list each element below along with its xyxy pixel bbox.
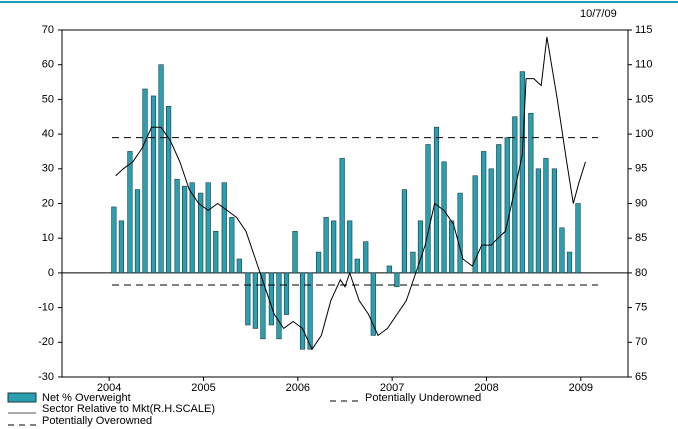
bar xyxy=(433,126,440,274)
bar xyxy=(425,144,431,274)
bar xyxy=(331,220,337,274)
legend-swatch xyxy=(7,392,37,403)
y2-tick-label: 100 xyxy=(635,128,653,140)
bar xyxy=(566,251,573,274)
bar xyxy=(504,137,510,274)
line xyxy=(115,36,586,351)
bar xyxy=(323,217,329,274)
bar xyxy=(268,272,275,326)
bar xyxy=(260,272,266,340)
bar xyxy=(221,182,227,274)
bar xyxy=(205,182,211,274)
bar xyxy=(410,251,416,274)
y-tick-label: 70 xyxy=(42,24,54,36)
bar xyxy=(370,272,376,336)
bar xyxy=(512,116,518,274)
y2-tick-label: 90 xyxy=(635,197,647,209)
bar xyxy=(299,272,306,350)
legend-label: Net % Overweight xyxy=(42,392,131,404)
y2-tick-label: 75 xyxy=(635,302,647,314)
bar xyxy=(481,151,487,274)
bar xyxy=(134,189,141,274)
bar xyxy=(307,272,313,350)
y2-tick-label: 110 xyxy=(635,59,653,71)
y2-tick-label: 85 xyxy=(635,232,647,244)
bar xyxy=(575,203,581,274)
y2-tick-label: 80 xyxy=(635,267,647,279)
y-tick-label: 50 xyxy=(42,93,54,105)
y-tick-label: 40 xyxy=(42,128,54,140)
legend-label: Sector Relative to Mkt(R.H.SCALE) xyxy=(42,403,215,415)
bar xyxy=(543,158,549,274)
bar xyxy=(354,258,360,274)
bar xyxy=(283,272,290,315)
bar xyxy=(457,192,463,274)
bar xyxy=(182,185,188,274)
y-tick-label: 10 xyxy=(42,232,54,244)
bar xyxy=(158,64,164,274)
bar xyxy=(111,206,117,274)
bar xyxy=(315,251,322,274)
bar xyxy=(394,272,400,288)
bar xyxy=(292,230,298,274)
bar xyxy=(118,220,125,274)
bar xyxy=(519,71,525,274)
bar xyxy=(245,272,251,326)
bar xyxy=(472,175,478,274)
bar xyxy=(528,112,534,274)
bar xyxy=(488,168,494,274)
bar xyxy=(551,168,558,274)
bar xyxy=(174,178,180,274)
y2-tick-label: 70 xyxy=(635,336,647,348)
bar xyxy=(236,258,242,274)
bar xyxy=(496,144,502,274)
x-tick-label: 2009 xyxy=(569,382,593,394)
y2-tick-label: 95 xyxy=(635,163,647,175)
y-tick-label: 30 xyxy=(42,163,54,175)
x-tick-label: 2005 xyxy=(191,382,215,394)
bar xyxy=(150,95,157,274)
x-tick-label: 2007 xyxy=(380,382,404,394)
x-tick-label: 2006 xyxy=(286,382,310,394)
bar xyxy=(127,151,133,274)
date-label: 10/7/09 xyxy=(580,8,617,20)
bar xyxy=(441,161,447,274)
bar xyxy=(363,241,369,274)
y-tick-label: -20 xyxy=(38,336,54,348)
bar xyxy=(198,192,204,274)
y2-tick-label: 65 xyxy=(635,371,647,383)
bar xyxy=(142,88,148,274)
bar xyxy=(559,227,565,274)
bar xyxy=(189,182,195,274)
y-tick-label: 60 xyxy=(42,59,54,71)
bar xyxy=(165,106,172,274)
bar xyxy=(401,189,408,274)
legend-label: Potentially Underowned xyxy=(365,392,481,404)
y2-tick-label: 115 xyxy=(635,24,653,36)
bar xyxy=(448,220,455,274)
bar xyxy=(386,265,392,274)
legend-label: Potentially Overowned xyxy=(42,415,152,427)
bar xyxy=(213,230,219,274)
bar xyxy=(417,220,424,274)
y-tick-label: 0 xyxy=(48,267,54,279)
bar xyxy=(276,272,282,340)
y2-tick-label: 105 xyxy=(635,93,653,105)
bar xyxy=(535,168,541,274)
y-tick-label: -30 xyxy=(38,371,54,383)
x-tick-label: 2004 xyxy=(97,382,121,394)
bar xyxy=(347,220,353,274)
bar xyxy=(252,272,258,329)
bar xyxy=(339,158,345,274)
y-tick-label: 20 xyxy=(42,197,54,209)
x-tick-label: 2008 xyxy=(474,382,498,394)
bar xyxy=(229,217,235,274)
y-tick-label: -10 xyxy=(38,302,54,314)
